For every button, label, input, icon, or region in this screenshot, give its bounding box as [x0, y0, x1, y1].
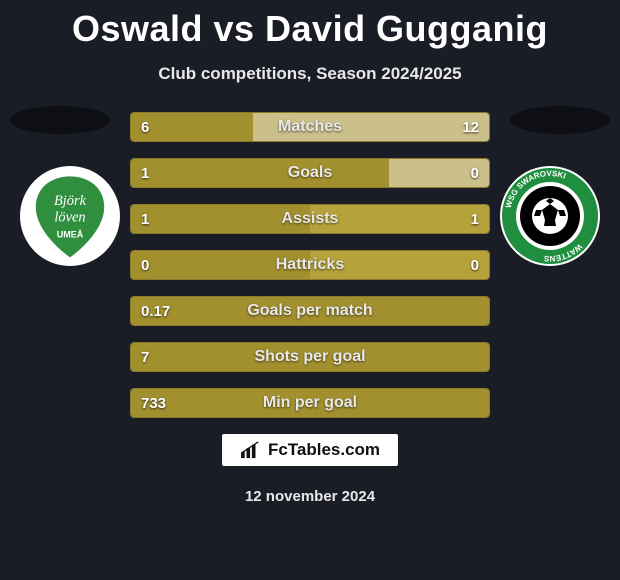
stat-label: Hattricks: [131, 251, 489, 279]
club-badge-right-icon: WSG SWAROVSKI WATTENS: [500, 166, 600, 266]
stat-label: Shots per goal: [131, 343, 489, 371]
svg-text:Björk: Björk: [54, 193, 87, 209]
stat-row: Hattricks0 0: [130, 250, 490, 280]
stat-value-left: 0.17: [141, 297, 170, 325]
stat-value-right: 1: [471, 205, 479, 233]
page-subtitle: Club competitions, Season 2024/2025: [0, 64, 620, 84]
stat-label: Min per goal: [131, 389, 489, 417]
stat-row: Assists1 1: [130, 204, 490, 234]
stat-row: Matches6 12: [130, 112, 490, 142]
comparison-panel: Björk löven UMEÅ WSG SWAROVSKI WATTENS: [0, 108, 620, 418]
svg-text:UMEÅ: UMEÅ: [57, 230, 84, 240]
club-shadow-right: [510, 106, 610, 134]
stat-row: Shots per goal7: [130, 342, 490, 372]
stat-value-right: 12: [462, 113, 479, 141]
stat-value-left: 6: [141, 113, 149, 141]
stat-label: Goals per match: [131, 297, 489, 325]
stat-row: Goals per match0.17: [130, 296, 490, 326]
club-shadow-left: [10, 106, 110, 134]
stat-row: Goals1 0: [130, 158, 490, 188]
stat-value-left: 0: [141, 251, 149, 279]
club-logo-left: Björk löven UMEÅ: [20, 166, 120, 266]
svg-text:löven: löven: [54, 209, 85, 225]
page-title: Oswald vs David Gugganig: [0, 0, 620, 50]
club-logo-right: WSG SWAROVSKI WATTENS: [500, 166, 600, 266]
brand-badge: FcTables.com: [222, 434, 398, 466]
stat-value-left: 733: [141, 389, 166, 417]
stat-value-right: 0: [471, 159, 479, 187]
stat-row: Min per goal733: [130, 388, 490, 418]
stat-value-left: 1: [141, 159, 149, 187]
bars-icon: [240, 441, 262, 459]
stat-value-left: 7: [141, 343, 149, 371]
stat-value-right: 0: [471, 251, 479, 279]
stat-label: Matches: [131, 113, 489, 141]
stat-value-left: 1: [141, 205, 149, 233]
brand-text: FcTables.com: [268, 440, 380, 460]
club-badge-left-icon: Björk löven UMEÅ: [25, 171, 115, 261]
stat-label: Assists: [131, 205, 489, 233]
footer: FcTables.com: [0, 434, 620, 466]
stat-label: Goals: [131, 159, 489, 187]
date-text: 12 november 2024: [0, 488, 620, 505]
stat-rows: Matches612Goals10Assists11Hattricks00Goa…: [130, 108, 490, 418]
